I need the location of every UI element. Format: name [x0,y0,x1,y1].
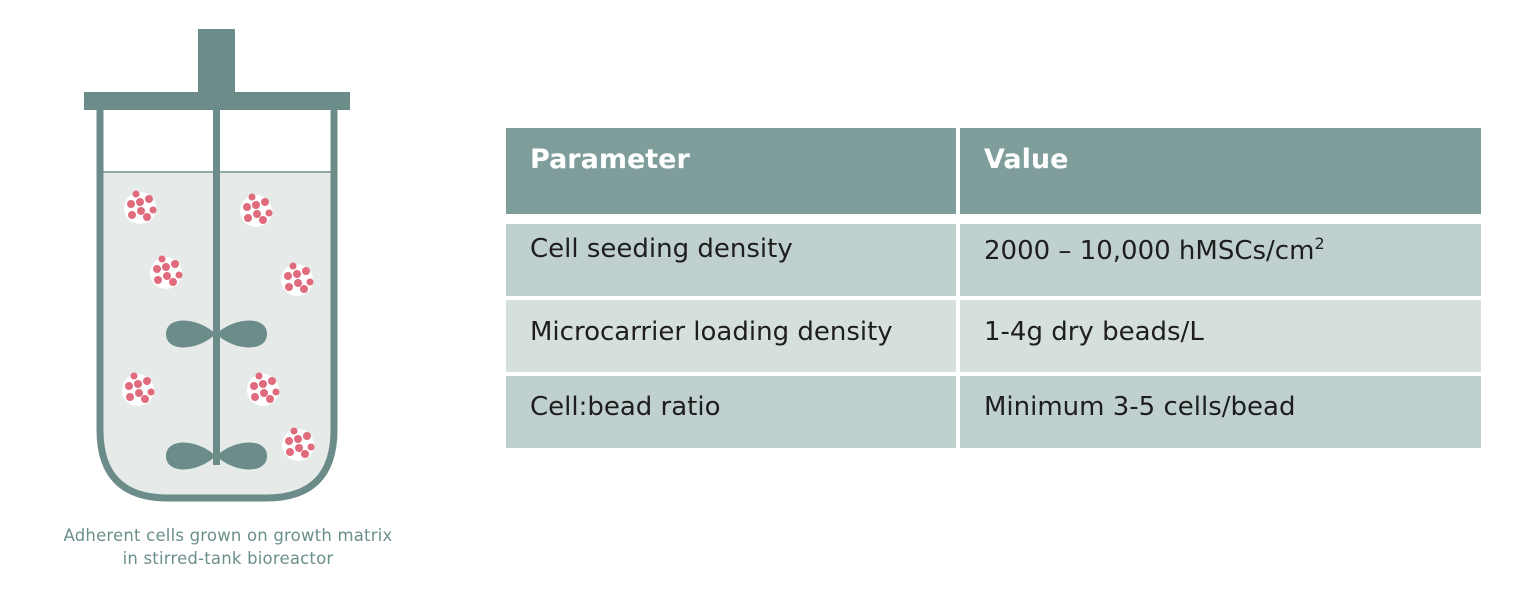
vessel-wall [96,108,338,502]
motor-housing [198,29,235,94]
table-row: Cell:bead ratio Minimum 3-5 cells/bead [506,376,1481,448]
parameter-table: Parameter Value Cell seeding density 200… [506,128,1481,448]
caption-line-2: in stirred-tank bioreactor [122,549,334,568]
header-value: Value [960,128,1481,214]
caption-line-1: Adherent cells grown on growth matrix [63,526,393,545]
cell-parameter: Cell:bead ratio [506,376,956,448]
header-parameter: Parameter [506,128,956,214]
bioreactor-diagram [84,29,350,502]
table-header-row: Parameter Value [506,128,1481,214]
cell-value: 1-4g dry beads/L [960,300,1481,372]
impeller-shaft [213,108,220,465]
cell-parameter: Cell seeding density [506,224,956,296]
vessel-lid [84,92,350,110]
impeller-upper [166,320,267,348]
impeller-lower [166,442,267,470]
table-row: Cell seeding density 2000 – 10,000 hMSCs… [506,224,1481,296]
table-row: Microcarrier loading density 1-4g dry be… [506,300,1481,372]
cell-parameter: Microcarrier loading density [506,300,956,372]
cell-value: Minimum 3-5 cells/bead [960,376,1481,448]
diagram-caption: Adherent cells grown on growth matrix in… [20,524,436,570]
cell-value: 2000 – 10,000 hMSCs/cm2 [960,224,1481,296]
